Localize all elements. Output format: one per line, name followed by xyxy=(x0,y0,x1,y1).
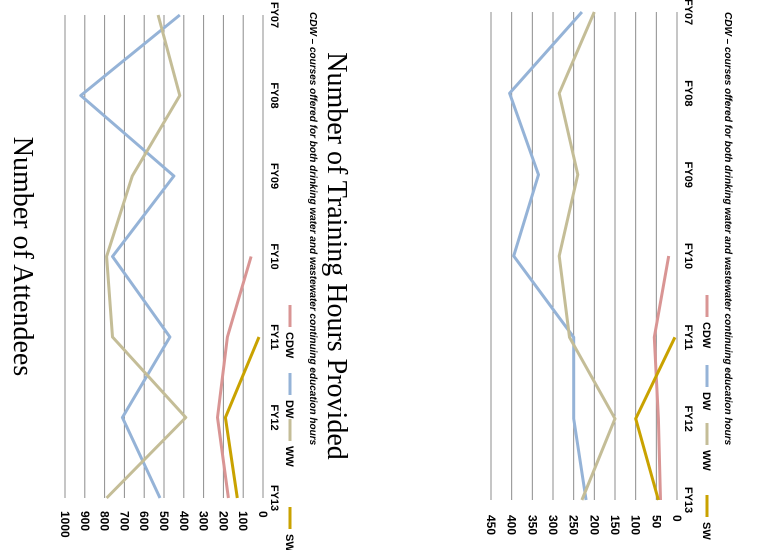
y-tick-label: 400 xyxy=(505,515,519,535)
chart-2: Number of Training Hours Provided 0 50 100 1… xyxy=(321,0,733,540)
series-line-dw xyxy=(508,11,588,501)
chart-footnote: CDW – courses offered for both drinking … xyxy=(722,12,733,446)
legend-label-ww: WW xyxy=(700,450,712,471)
x-tick-label: FY12 xyxy=(682,406,694,432)
y-tick-label: 200 xyxy=(587,515,601,535)
legend-label-sw: SW xyxy=(283,534,295,550)
rotated-page: Number of Attendees010020030040050060070… xyxy=(7,0,733,550)
y-tick-label: 1000 xyxy=(58,511,72,538)
series-line-cdw xyxy=(216,256,253,499)
x-tick-label: FY08 xyxy=(682,80,694,106)
x-tick-label: FY12 xyxy=(268,404,280,430)
y-tick-label: 200 xyxy=(216,511,230,531)
x-tick-label: FY10 xyxy=(682,243,694,269)
y-tick-label: 500 xyxy=(157,511,171,531)
y-tick-label: 100 xyxy=(629,515,643,535)
x-tick-label: FY07 xyxy=(268,2,280,28)
y-tick-label: 800 xyxy=(98,511,112,531)
y-tick-label: 350 xyxy=(525,515,539,535)
legend-label-ww: WW xyxy=(283,446,295,467)
x-tick-label: FY10 xyxy=(268,243,280,269)
y-tick-label: 150 xyxy=(608,515,622,535)
chart-footnote: CDW – courses offered for both drinking … xyxy=(307,12,318,446)
y-tick-label: 0 xyxy=(670,515,684,522)
legend-label-cdw: CDW xyxy=(283,332,295,359)
chart-title: Number of Attendees xyxy=(7,137,38,377)
y-tick-label: 250 xyxy=(567,515,581,535)
y-tick-label: 600 xyxy=(137,511,151,531)
x-tick-label: FY11 xyxy=(268,324,280,350)
y-tick-label: 0 xyxy=(256,511,270,518)
series-line-sw xyxy=(223,336,261,499)
x-tick-label: FY11 xyxy=(682,324,694,350)
legend-label-dw: DW xyxy=(700,392,712,411)
series-line-ww xyxy=(105,14,188,500)
series-line-ww xyxy=(557,11,617,501)
x-tick-label: FY13 xyxy=(268,485,280,511)
y-tick-label: 100 xyxy=(236,511,250,531)
y-tick-label: 700 xyxy=(117,511,131,531)
chart-1: Number of Attendees 0 100 200 300 400 500 600 70… xyxy=(7,2,318,550)
y-tick-label: 300 xyxy=(546,515,560,535)
y-tick-label: 400 xyxy=(177,511,191,531)
y-tick-label: 450 xyxy=(484,515,498,535)
legend-label-cdw: CDW xyxy=(700,322,712,349)
x-tick-label: FY13 xyxy=(682,487,694,513)
legend-label-sw: SW xyxy=(700,522,712,540)
x-tick-label: FY09 xyxy=(268,163,280,189)
series-line-dw xyxy=(79,13,181,499)
y-tick-label: 300 xyxy=(197,511,211,531)
y-tick-label: 900 xyxy=(78,511,92,531)
chart-title: Number of Training Hours Provided xyxy=(321,52,352,460)
x-tick-label: FY09 xyxy=(682,162,694,188)
series-line-sw xyxy=(634,336,677,501)
legend-label-dw: DW xyxy=(283,400,295,419)
x-tick-label: FY08 xyxy=(268,82,280,108)
x-tick-label: FY07 xyxy=(682,0,694,25)
y-tick-label: 50 xyxy=(649,515,663,529)
